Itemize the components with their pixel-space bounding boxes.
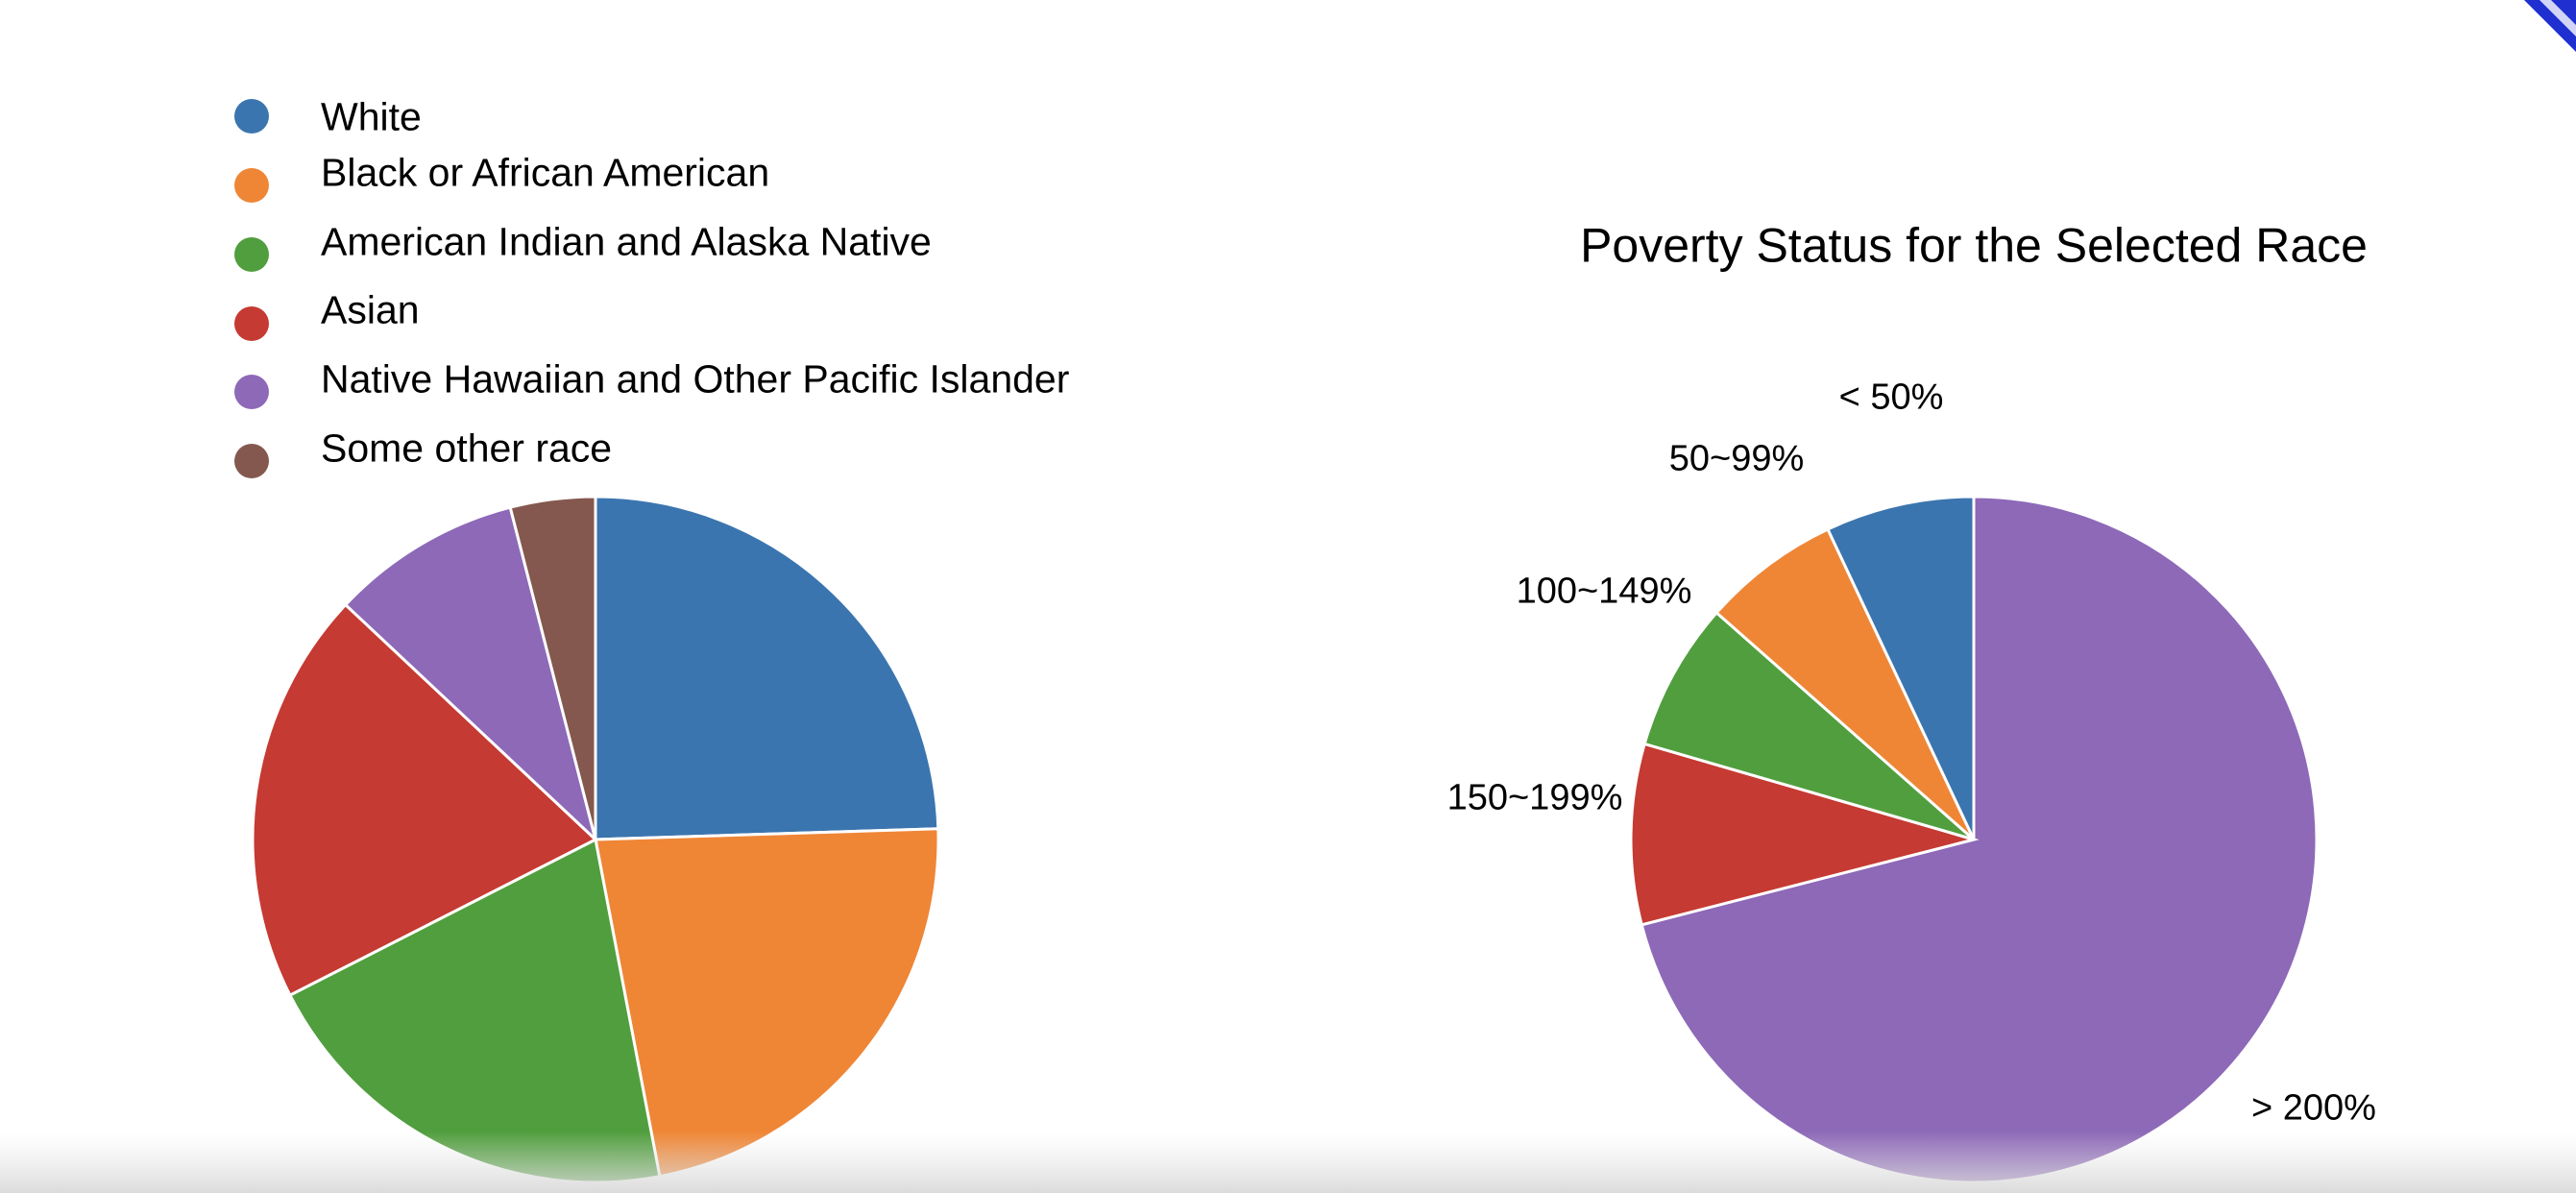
legend-swatch (234, 99, 269, 134)
slice-label: 150~199% (1447, 777, 1623, 817)
slice-label: 100~149% (1517, 571, 1692, 611)
legend-label: Native Hawaiian and Other Pacific Island… (321, 356, 1069, 401)
legend-item[interactable]: White (234, 94, 422, 138)
legend-label: Black or African American (321, 150, 769, 194)
legend-swatch (234, 444, 269, 478)
legend-item[interactable]: Some other race (234, 426, 612, 478)
race-legend: White Black or African American American… (234, 94, 1069, 478)
corner-ribbon (2524, 0, 2576, 52)
poverty-slice-labels: > 200% 150~199% 100~149% 50~99% < 50% (1447, 377, 2376, 1128)
pie-slice[interactable] (508, 495, 597, 840)
pie-slice[interactable] (251, 602, 598, 998)
slice-label: 50~99% (1669, 438, 1805, 478)
legend-swatch (234, 168, 269, 203)
pie-slice[interactable] (594, 495, 940, 841)
pie-slice[interactable] (1640, 495, 2319, 1184)
legend-item[interactable]: American Indian and Alaska Native (234, 219, 932, 272)
legend-item[interactable]: Native Hawaiian and Other Pacific Island… (234, 356, 1069, 409)
legend-label: Asian (321, 287, 420, 331)
legend-item[interactable]: Asian (234, 287, 420, 341)
chart-title: Poverty Status for the Selected Race (1580, 219, 2368, 273)
legend-label: American Indian and Alaska Native (321, 219, 932, 263)
bottom-shadow (0, 1132, 2576, 1193)
pie-slice[interactable] (1629, 742, 1980, 927)
legend-swatch (234, 237, 269, 272)
slice-label: > 200% (2251, 1087, 2376, 1128)
pie-slice[interactable] (1826, 495, 1976, 840)
legend-label: Some other race (321, 426, 612, 470)
legend-item[interactable]: Black or African American (234, 150, 769, 203)
legend-label: White (321, 94, 422, 138)
poverty-pie-chart (1629, 495, 2319, 1184)
pie-slice[interactable] (1642, 610, 1975, 841)
legend-swatch (234, 375, 269, 409)
pie-slice[interactable] (1714, 526, 1976, 841)
slice-label: < 50% (1839, 377, 1944, 417)
pie-slice[interactable] (343, 505, 598, 844)
race-pie-chart (251, 495, 940, 1184)
legend-swatch (234, 306, 269, 341)
